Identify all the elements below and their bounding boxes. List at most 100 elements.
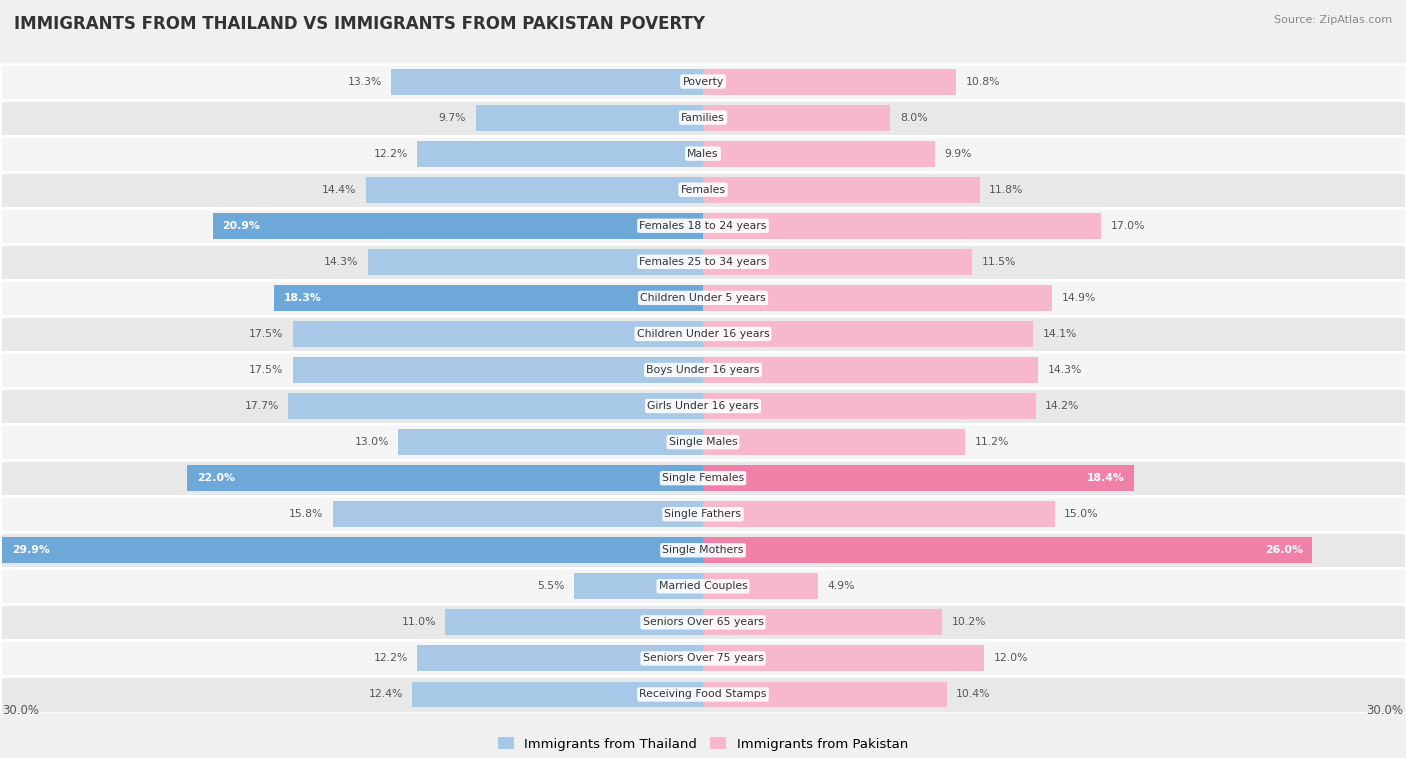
- Text: 8.0%: 8.0%: [900, 113, 928, 123]
- Bar: [366, 177, 703, 202]
- Text: 20.9%: 20.9%: [222, 221, 260, 230]
- Bar: [0, 99, 1406, 136]
- Bar: [398, 429, 703, 455]
- Text: IMMIGRANTS FROM THAILAND VS IMMIGRANTS FROM PAKISTAN POVERTY: IMMIGRANTS FROM THAILAND VS IMMIGRANTS F…: [14, 15, 704, 33]
- Text: Females 25 to 34 years: Females 25 to 34 years: [640, 257, 766, 267]
- Bar: [0, 208, 1406, 244]
- Text: 4.9%: 4.9%: [827, 581, 855, 591]
- Text: 11.0%: 11.0%: [401, 617, 436, 628]
- Text: 12.2%: 12.2%: [374, 653, 408, 663]
- Text: Children Under 5 years: Children Under 5 years: [640, 293, 766, 303]
- Bar: [703, 646, 984, 672]
- Text: 18.3%: 18.3%: [284, 293, 322, 303]
- Bar: [288, 393, 703, 419]
- Bar: [0, 496, 1406, 532]
- Text: Children Under 16 years: Children Under 16 years: [637, 329, 769, 339]
- Text: 14.4%: 14.4%: [322, 185, 356, 195]
- Text: 13.0%: 13.0%: [354, 437, 389, 447]
- Text: 14.3%: 14.3%: [1047, 365, 1081, 375]
- Bar: [368, 249, 703, 275]
- Bar: [274, 285, 703, 311]
- Bar: [703, 537, 1312, 563]
- Bar: [0, 604, 1406, 641]
- Text: 17.7%: 17.7%: [245, 401, 278, 411]
- Bar: [0, 64, 1406, 99]
- Bar: [0, 460, 1406, 496]
- Bar: [703, 285, 1052, 311]
- Bar: [703, 213, 1101, 239]
- Text: 15.8%: 15.8%: [290, 509, 323, 519]
- Bar: [391, 68, 703, 95]
- Text: 29.9%: 29.9%: [11, 545, 49, 556]
- Bar: [0, 676, 1406, 713]
- Bar: [292, 357, 703, 383]
- Bar: [187, 465, 703, 491]
- Text: 18.4%: 18.4%: [1087, 473, 1125, 483]
- Text: 9.7%: 9.7%: [439, 113, 467, 123]
- Text: Single Mothers: Single Mothers: [662, 545, 744, 556]
- Bar: [0, 280, 1406, 316]
- Bar: [703, 141, 935, 167]
- Bar: [418, 141, 703, 167]
- Text: 22.0%: 22.0%: [197, 473, 235, 483]
- Bar: [703, 501, 1054, 528]
- Bar: [214, 213, 703, 239]
- Text: 26.0%: 26.0%: [1265, 545, 1303, 556]
- Bar: [0, 171, 1406, 208]
- Text: Seniors Over 65 years: Seniors Over 65 years: [643, 617, 763, 628]
- Bar: [703, 357, 1038, 383]
- Bar: [0, 424, 1406, 460]
- Bar: [3, 537, 703, 563]
- Text: Married Couples: Married Couples: [658, 581, 748, 591]
- Bar: [703, 177, 980, 202]
- Bar: [446, 609, 703, 635]
- Bar: [0, 568, 1406, 604]
- Text: Single Males: Single Males: [669, 437, 737, 447]
- Text: 14.9%: 14.9%: [1062, 293, 1095, 303]
- Text: 11.8%: 11.8%: [988, 185, 1024, 195]
- Text: Females: Females: [681, 185, 725, 195]
- Text: 12.2%: 12.2%: [374, 149, 408, 158]
- Bar: [412, 681, 703, 707]
- Bar: [703, 68, 956, 95]
- Bar: [0, 388, 1406, 424]
- Legend: Immigrants from Thailand, Immigrants from Pakistan: Immigrants from Thailand, Immigrants fro…: [492, 732, 914, 756]
- Text: Boys Under 16 years: Boys Under 16 years: [647, 365, 759, 375]
- Text: Girls Under 16 years: Girls Under 16 years: [647, 401, 759, 411]
- Bar: [0, 352, 1406, 388]
- Text: Seniors Over 75 years: Seniors Over 75 years: [643, 653, 763, 663]
- Bar: [703, 393, 1036, 419]
- Text: 12.4%: 12.4%: [368, 690, 404, 700]
- Bar: [475, 105, 703, 130]
- Text: 11.5%: 11.5%: [981, 257, 1017, 267]
- Text: Males: Males: [688, 149, 718, 158]
- Text: Single Females: Single Females: [662, 473, 744, 483]
- Bar: [0, 641, 1406, 676]
- Text: 17.0%: 17.0%: [1111, 221, 1146, 230]
- Text: Single Fathers: Single Fathers: [665, 509, 741, 519]
- Bar: [333, 501, 703, 528]
- Bar: [703, 681, 946, 707]
- Bar: [703, 465, 1135, 491]
- Bar: [703, 609, 942, 635]
- Bar: [0, 316, 1406, 352]
- Text: 10.4%: 10.4%: [956, 690, 991, 700]
- Text: 14.1%: 14.1%: [1043, 329, 1077, 339]
- Bar: [0, 136, 1406, 171]
- Text: 9.9%: 9.9%: [945, 149, 972, 158]
- Bar: [703, 321, 1033, 347]
- Text: 30.0%: 30.0%: [1367, 704, 1403, 717]
- Text: 14.2%: 14.2%: [1045, 401, 1080, 411]
- Text: 14.3%: 14.3%: [325, 257, 359, 267]
- Text: 13.3%: 13.3%: [347, 77, 382, 86]
- Bar: [0, 532, 1406, 568]
- Text: 15.0%: 15.0%: [1064, 509, 1098, 519]
- Bar: [703, 429, 966, 455]
- Text: 11.2%: 11.2%: [974, 437, 1010, 447]
- Text: Poverty: Poverty: [682, 77, 724, 86]
- Text: 17.5%: 17.5%: [249, 365, 284, 375]
- Bar: [703, 249, 973, 275]
- Bar: [0, 244, 1406, 280]
- Text: 30.0%: 30.0%: [3, 704, 39, 717]
- Text: Females 18 to 24 years: Females 18 to 24 years: [640, 221, 766, 230]
